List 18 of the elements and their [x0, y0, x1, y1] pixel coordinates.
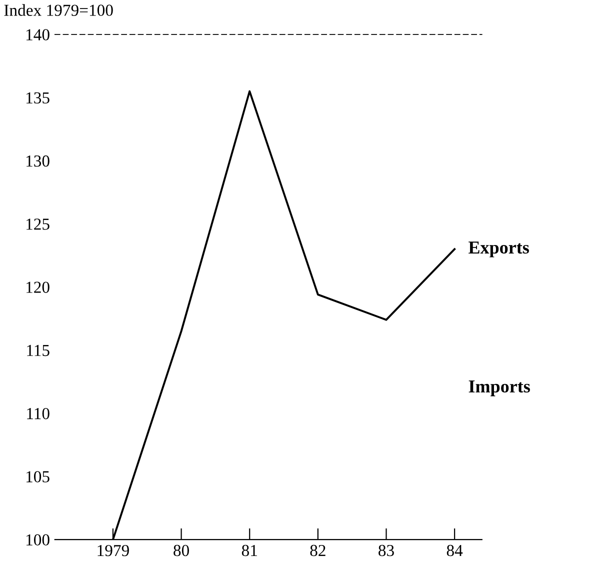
y-tick-label: 100: [26, 534, 50, 546]
y-tick-label: 130: [26, 155, 50, 167]
y-tick-label: 140: [26, 29, 50, 40]
y-tick-label: 120: [26, 282, 50, 293]
x-tick-label: 1979: [98, 544, 129, 556]
y-tick-label: 115: [27, 344, 50, 356]
y-axis-title: Index 1979=100: [4, 4, 113, 16]
y-tick-label: 105: [26, 471, 50, 482]
y-tick-label: 125: [26, 218, 50, 230]
x-tick-label: 82: [310, 544, 326, 556]
x-tick-label: 80: [174, 544, 189, 556]
y-tick-label: 135: [26, 92, 50, 104]
x-tick-label: 84: [446, 544, 463, 556]
x-tick-label: 81: [242, 544, 257, 556]
y-tick-label: 110: [27, 408, 50, 420]
x-tick-label: 83: [378, 544, 394, 556]
annotation: Imports: [468, 380, 530, 396]
series-label: Exports: [468, 242, 529, 258]
